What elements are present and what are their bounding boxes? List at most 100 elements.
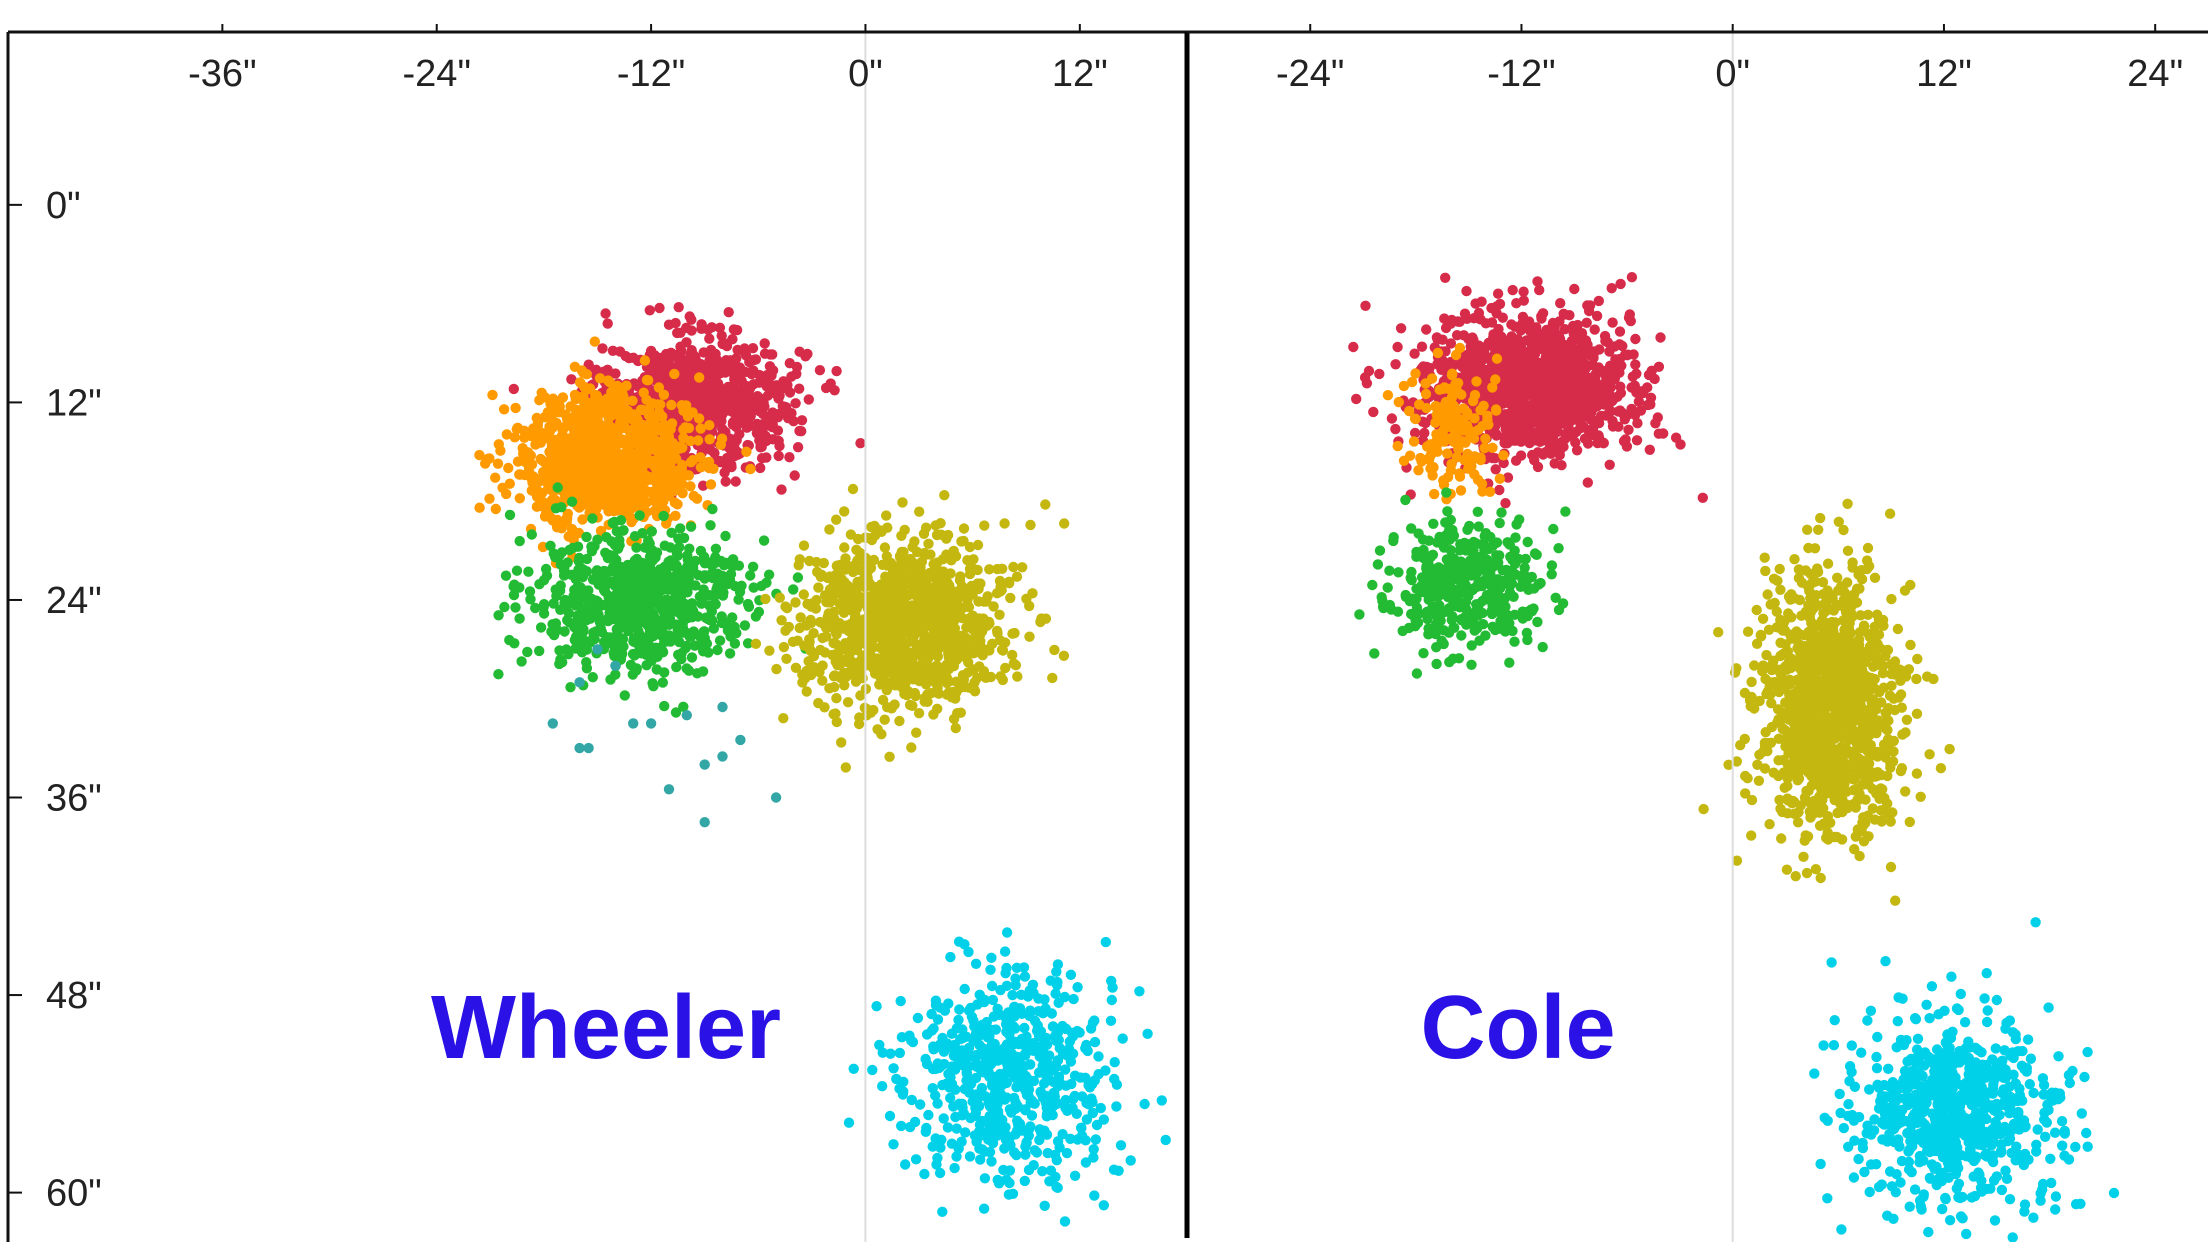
wheeler-point: [1139, 1098, 1150, 1110]
wheeler-point: [1012, 1115, 1023, 1127]
wheeler-point: [893, 570, 905, 582]
wheeler-point: [1017, 562, 1028, 573]
wheeler-point: [657, 677, 668, 688]
wheeler-point: [514, 493, 525, 504]
wheeler-point: [1023, 1130, 1034, 1142]
cole-point: [1582, 477, 1594, 488]
wheeler-point: [554, 550, 565, 561]
wheeler-point: [1018, 962, 1030, 973]
wheeler-point: [664, 613, 676, 624]
wheeler-point: [1054, 1077, 1065, 1088]
wheeler-point: [659, 540, 670, 551]
wheeler-point: [544, 426, 555, 437]
wheeler-point: [847, 483, 859, 495]
wheeler-point: [534, 645, 545, 657]
wheeler-point: [1051, 1061, 1062, 1073]
wheeler-point: [1038, 1047, 1049, 1058]
wheeler-point: [862, 559, 873, 571]
wheeler-point: [714, 399, 726, 410]
wheeler-point: [731, 324, 743, 336]
wheeler-point: [736, 376, 747, 387]
wheeler-point: [562, 471, 573, 482]
wheeler-point: [1059, 1216, 1071, 1227]
wheeler-point: [708, 623, 719, 634]
wheeler-point: [1125, 1155, 1136, 1166]
wheeler-point: [676, 471, 687, 482]
wheeler-point: [518, 448, 529, 459]
wheeler-point: [522, 646, 533, 658]
wheeler-point: [951, 1023, 963, 1034]
wheeler-point: [608, 505, 620, 517]
wheeler-point: [579, 381, 590, 393]
wheeler-point: [574, 452, 586, 464]
wheeler-point: [710, 557, 722, 568]
wheeler-point: [705, 479, 717, 490]
wheeler-point: [837, 559, 848, 571]
wheeler-point: [930, 602, 941, 613]
cole-point: [1490, 464, 1501, 475]
wheeler-point: [734, 429, 745, 440]
wheeler-point: [920, 1053, 931, 1065]
wheeler-point: [961, 1068, 973, 1080]
wheeler-point: [693, 413, 705, 424]
wheeler-point: [610, 444, 621, 455]
wheeler-point: [1089, 1015, 1100, 1026]
wheeler-point: [683, 665, 695, 676]
wheeler-point: [667, 579, 678, 590]
wheeler-point: [607, 517, 618, 529]
wheeler-point: [721, 338, 733, 349]
wheeler-point: [1095, 1102, 1107, 1114]
wheeler-point: [958, 523, 970, 534]
wheeler-point: [913, 708, 925, 719]
wheeler-point: [1009, 627, 1020, 639]
wheeler-point: [1007, 989, 1018, 1001]
wheeler-point: [664, 421, 676, 433]
wheeler-point: [621, 497, 632, 509]
wheeler-point: [705, 520, 716, 531]
wheeler-point: [606, 430, 617, 441]
wheeler-point: [991, 625, 1003, 637]
wheeler-point: [920, 692, 931, 703]
wheeler-point: [648, 610, 659, 621]
wheeler-point: [1072, 982, 1083, 993]
wheeler-point: [670, 510, 681, 521]
wheeler-point: [557, 392, 569, 403]
wheeler-point: [1039, 1200, 1050, 1212]
wheeler-point: [572, 541, 584, 552]
wheeler-point: [563, 598, 574, 610]
wheeler-point: [908, 561, 919, 573]
wheeler-point: [978, 1203, 990, 1214]
wheeler-point: [541, 507, 552, 518]
wheeler-point: [654, 620, 666, 631]
wheeler-point: [531, 423, 542, 435]
wheeler-point: [1024, 985, 1035, 996]
wheeler-point: [907, 541, 918, 553]
wheeler-point: [634, 568, 645, 579]
wheeler-point: [877, 612, 888, 623]
wheeler-point: [931, 573, 942, 584]
wheeler-point: [960, 1127, 971, 1138]
wheeler-x-tick-label: 0": [848, 53, 883, 95]
wheeler-point: [614, 635, 626, 646]
wheeler-point: [1001, 962, 1012, 974]
wheeler-point: [474, 502, 485, 513]
wheeler-point: [615, 515, 627, 526]
wheeler-point: [781, 402, 792, 413]
wheeler-y-tick-label: 48": [46, 975, 102, 1017]
wheeler-point: [721, 617, 732, 628]
wheeler-point: [627, 593, 639, 604]
wheeler-point: [686, 598, 698, 609]
wheeler-point: [900, 1159, 911, 1170]
wheeler-x-tick-label: -12": [617, 53, 685, 95]
wheeler-point: [623, 450, 634, 462]
wheeler-y-tick-label: 12": [46, 382, 102, 424]
wheeler-point: [986, 1156, 997, 1167]
wheeler-point: [984, 564, 995, 575]
wheeler-point: [633, 602, 644, 613]
wheeler-point: [1005, 592, 1016, 604]
wheeler-point: [773, 393, 784, 404]
wheeler-point: [1089, 1075, 1101, 1086]
wheeler-point: [741, 446, 752, 457]
wheeler-point: [813, 697, 824, 709]
wheeler-point: [1111, 1079, 1123, 1090]
